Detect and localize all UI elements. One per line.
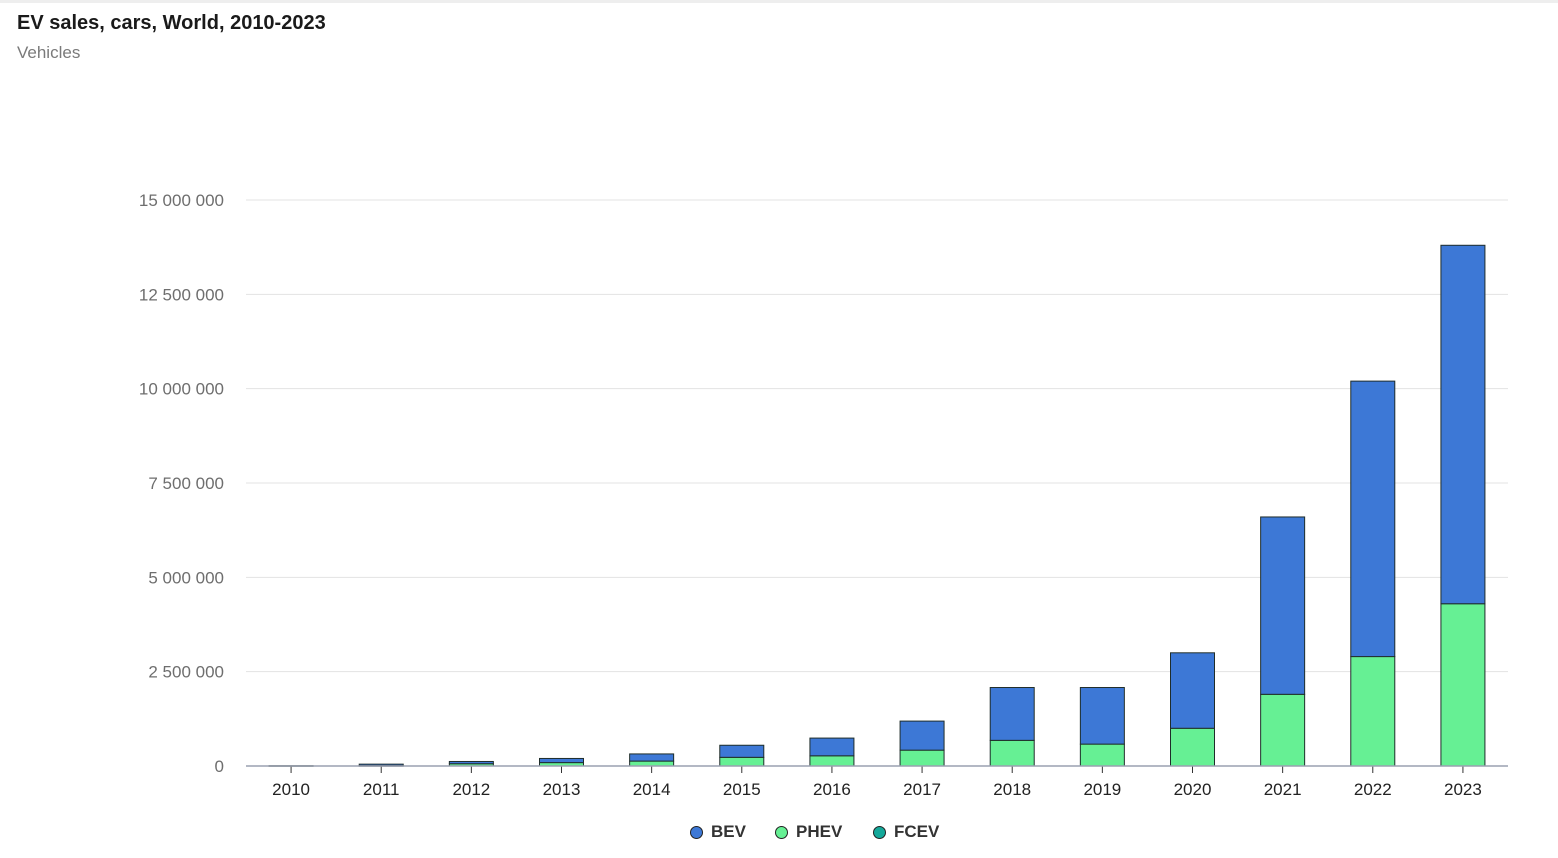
bar-segment-bev — [809, 737, 855, 757]
bar-segment-bev — [1079, 687, 1125, 745]
legend-item-fcev[interactable]: FCEV — [873, 822, 939, 842]
x-tick-label: 2020 — [1174, 780, 1212, 799]
x-tick-label: 2014 — [633, 780, 671, 799]
x-tick-label: 2022 — [1354, 780, 1392, 799]
bar-segment-phev — [989, 739, 1035, 767]
y-tick-label: 5 000 000 — [148, 568, 224, 587]
y-tick-label: 12 500 000 — [139, 285, 224, 304]
bar-segment-bev — [1260, 516, 1306, 695]
bar-segment-phev — [719, 756, 765, 767]
x-tick-label: 2015 — [723, 780, 761, 799]
legend: BEV PHEV FCEV — [0, 822, 1558, 846]
legend-label-phev: PHEV — [796, 822, 843, 841]
bar-segment-phev — [1440, 603, 1486, 767]
bar-segment-phev — [809, 755, 855, 767]
y-tick-label: 2 500 000 — [148, 663, 224, 682]
bar-segment-bev — [1170, 652, 1215, 729]
bar-segment-phev — [1170, 727, 1215, 767]
bar-segment-bev — [539, 757, 584, 764]
x-tick-label: 2023 — [1444, 780, 1482, 799]
legend-item-phev[interactable]: PHEV — [775, 822, 842, 842]
bar-segment-bev — [719, 744, 765, 758]
bar-segment-bev — [448, 760, 494, 765]
legend-marker-phev — [775, 825, 788, 839]
x-tick-label: 2021 — [1264, 780, 1302, 799]
bar-segment-bev — [1350, 380, 1396, 658]
bar-segment-bev — [629, 753, 675, 762]
top-divider — [0, 0, 1558, 3]
bar-segment-phev — [899, 749, 945, 767]
legend-marker-bev — [690, 825, 703, 839]
legend-marker-fcev — [873, 825, 886, 839]
x-tick-label: 2017 — [903, 780, 941, 799]
y-tick-label: 15 000 000 — [139, 191, 224, 210]
x-tick-label: 2010 — [272, 780, 310, 799]
x-tick-label: 2019 — [1083, 780, 1121, 799]
x-tick-label: 2016 — [813, 780, 851, 799]
bar-segment-phev — [1079, 743, 1125, 767]
y-tick-label: 10 000 000 — [139, 380, 224, 399]
legend-label-fcev: FCEV — [894, 822, 940, 841]
bar-segment-bev — [1440, 244, 1486, 605]
x-tick-label: 2018 — [993, 780, 1031, 799]
bar-segment-bev — [989, 687, 1035, 741]
y-tick-label: 0 — [215, 757, 224, 776]
x-tick-label: 2011 — [363, 780, 400, 799]
chart-title: EV sales, cars, World, 2010-2023 — [17, 12, 326, 34]
legend-label-bev: BEV — [711, 822, 746, 841]
bar-segment-phev — [1350, 656, 1396, 767]
x-tick-label: 2012 — [452, 780, 490, 799]
y-tick-label: 7 500 000 — [148, 474, 224, 493]
x-tick-label: 2013 — [543, 780, 581, 799]
bar-segment-phev — [1260, 693, 1306, 767]
legend-item-bev[interactable]: BEV — [690, 822, 746, 842]
bar-segment-bev — [899, 720, 945, 751]
chart-subtitle: Vehicles — [17, 43, 81, 62]
